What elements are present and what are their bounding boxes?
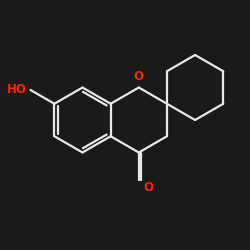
Text: HO: HO <box>7 84 27 96</box>
Text: O: O <box>134 70 144 83</box>
Text: O: O <box>143 182 153 194</box>
